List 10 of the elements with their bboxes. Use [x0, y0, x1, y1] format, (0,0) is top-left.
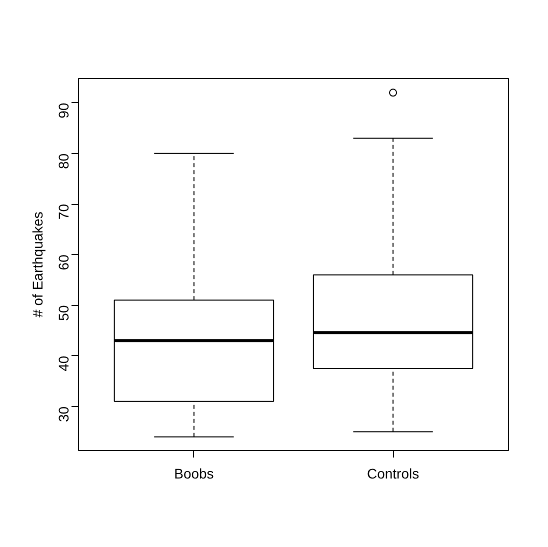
y-tick-label: 50	[56, 305, 72, 321]
y-tick-label: 80	[56, 153, 72, 169]
y-tick-label: 60	[56, 254, 72, 270]
y-tick-label: 30	[56, 406, 72, 422]
y-tick-label: 70	[56, 204, 72, 220]
x-tick-label: Controls	[366, 466, 420, 482]
y-tick-label: 90	[56, 102, 72, 118]
y-axis-title: # of Earthquakes	[30, 212, 46, 318]
x-tick-label: Boobs	[174, 466, 214, 482]
y-tick-label: 40	[56, 356, 72, 372]
